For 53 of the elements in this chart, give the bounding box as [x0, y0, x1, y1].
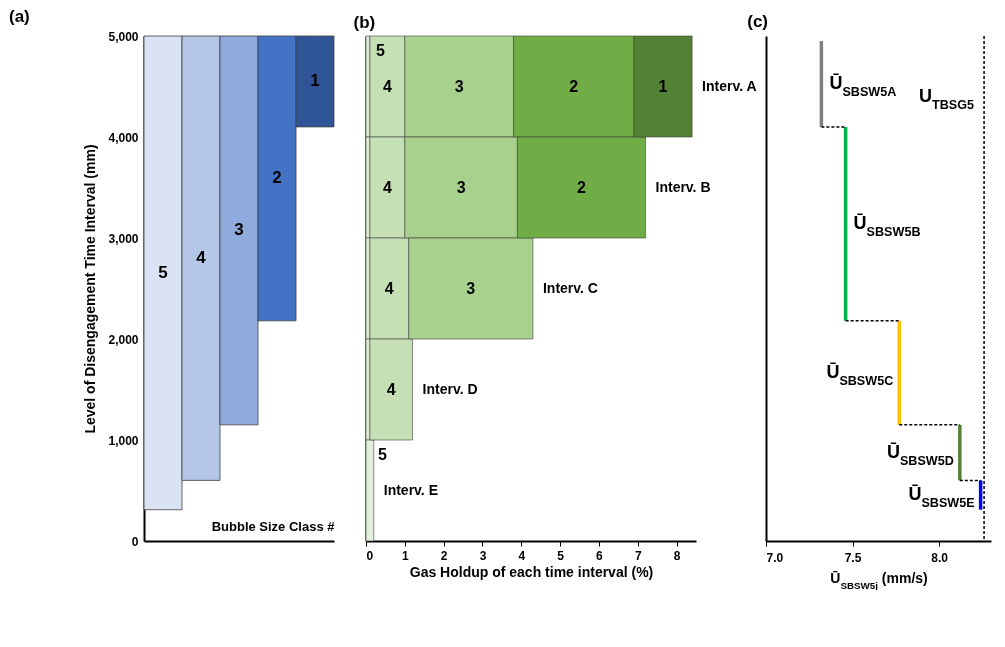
y-tick-label: Interv. A — [702, 77, 757, 94]
annotation: 3 — [234, 220, 244, 240]
x-tick-label: 4 — [518, 548, 526, 563]
x-tick-label: 7.5 — [844, 550, 862, 565]
text: 3 — [466, 279, 476, 297]
text: 4 — [386, 380, 396, 398]
series-label: Ū$_{SBSW5D}$ — [886, 441, 954, 468]
y-tick-label: 4,000 — [108, 130, 139, 145]
x-tick-label: 0 — [366, 548, 374, 563]
y-tick-label: 2,000 — [108, 332, 139, 347]
x-tick-label: 8.0 — [931, 550, 949, 565]
x-axis-title: Ū$_{SBSW5j}$ (mm/s) — [830, 569, 928, 590]
y-tick-label: 5,000 — [108, 29, 139, 44]
y-tick-label: Interv. C — [542, 279, 598, 296]
y-tick-label: 0 — [131, 534, 139, 549]
y-tick-label: 1,000 — [108, 433, 139, 448]
y-tick-label: Interv. D — [422, 380, 478, 397]
series-label: Ū$_{SBSW5A}$ — [829, 72, 897, 99]
series-label: Ū$_{SBSW5E}$ — [908, 484, 975, 511]
annotation: 5 — [158, 262, 168, 282]
x-axis-title: Bubble Size Class # — [211, 518, 336, 534]
chart-title: (b) — [353, 12, 376, 32]
text: 2 — [577, 178, 586, 196]
series-label: 3 — [454, 77, 464, 95]
x-tick-label: 3 — [479, 548, 487, 563]
annotation: 2 — [272, 168, 282, 188]
y-tick-label: Interv. B — [655, 178, 711, 195]
series-label: 1 — [658, 77, 668, 95]
y-tick-label: Interv. E — [383, 481, 438, 498]
chart-title: (a) — [8, 7, 30, 26]
y-axis-title: Level of Disengagement Time Interval (mm) — [82, 144, 99, 434]
x-tick-label: 6 — [596, 548, 604, 563]
series-label: Ū$_{SBSW5C}$ — [826, 361, 894, 388]
x-tick-label: 1 — [401, 548, 409, 563]
chart-title: (c) — [747, 12, 768, 32]
annotation: 4 — [196, 248, 207, 268]
y-tick-label: 3,000 — [108, 231, 139, 246]
series-label: Ū$_{SBSW5B}$ — [853, 212, 921, 239]
x-tick-label: 2 — [440, 548, 448, 563]
ref-line-label: U$_{TBSG5}$ — [919, 85, 975, 112]
x-axis-title: Gas Holdup of each time interval (%) — [409, 563, 654, 580]
annotation: 5 — [375, 42, 385, 60]
series-label: 2 — [569, 77, 579, 95]
series-label: 4 — [382, 77, 392, 95]
annotation: 1 — [310, 71, 320, 91]
x-tick-label: 7.0 — [766, 550, 784, 565]
text: 4 — [384, 279, 394, 297]
x-tick-label: 8 — [673, 548, 681, 563]
annotation: 5 — [377, 446, 387, 464]
x-tick-label: 5 — [557, 548, 565, 563]
text: 4 — [382, 178, 392, 196]
text: 3 — [456, 178, 466, 196]
x-tick-label: 7 — [634, 548, 642, 563]
